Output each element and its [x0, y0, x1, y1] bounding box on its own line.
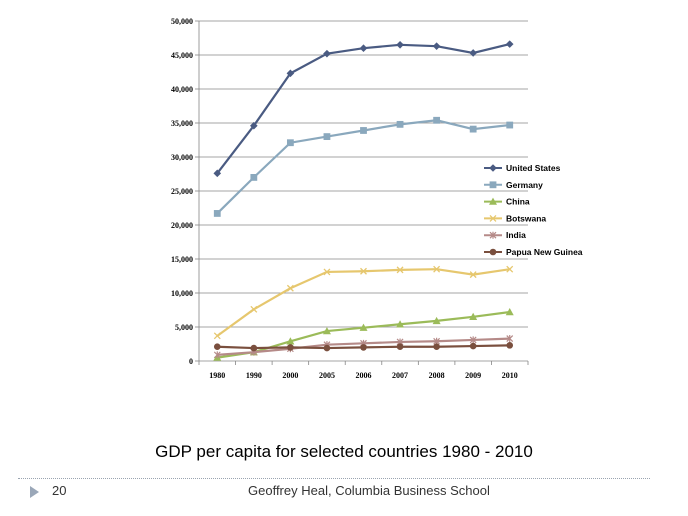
y-tick-label: 40,000 — [171, 85, 193, 94]
y-tick-label: 45,000 — [171, 51, 193, 60]
data-point — [286, 337, 295, 345]
axes — [195, 20, 529, 365]
triangle-bullet-icon — [30, 486, 39, 498]
chart-caption: GDP per capita for selected countries 19… — [155, 442, 533, 461]
footer-divider — [18, 478, 650, 479]
legend-label: China — [506, 197, 530, 207]
legend-label: India — [506, 230, 526, 240]
data-point — [469, 336, 477, 344]
y-tick-label: 5,000 — [175, 323, 193, 332]
legend-marker — [489, 231, 497, 239]
x-tick-label: 2007 — [392, 371, 408, 380]
data-point — [359, 323, 368, 331]
legend: United States Germany China Botswana India Pa… — [484, 163, 583, 257]
x-tick-label: 1990 — [246, 371, 262, 380]
data-point — [506, 121, 514, 129]
data-point — [360, 127, 367, 134]
x-tick-label: 2005 — [319, 371, 335, 380]
y-tick-label: 30,000 — [171, 153, 193, 162]
y-tick-label: 25,000 — [171, 187, 193, 196]
slide-number: 20 — [52, 483, 67, 498]
y-tick-label: 35,000 — [171, 119, 193, 128]
y-tick-label: 20,000 — [171, 221, 193, 230]
x-tick-label: 2010 — [502, 371, 518, 380]
data-point — [432, 42, 441, 50]
data-point — [469, 49, 477, 57]
data-point — [213, 343, 221, 351]
data-point — [360, 267, 367, 275]
data-point — [359, 44, 368, 52]
legend-marker — [489, 214, 497, 222]
legend-label: Papua New Guinea — [506, 247, 583, 257]
data-point — [396, 320, 405, 328]
data-point — [469, 125, 477, 133]
legend-label: Botswana — [506, 213, 546, 223]
data-point — [287, 344, 294, 351]
data-point — [505, 40, 514, 48]
data-point — [433, 116, 441, 124]
x-axis-tick-labels: 1980 1990 2000 2005 2006 2007 2008 2009 2010 — [209, 371, 517, 380]
data-point — [286, 139, 294, 147]
x-tick-label: 2009 — [465, 371, 481, 380]
y-tick-label: 50,000 — [171, 17, 193, 26]
data-point — [396, 41, 404, 49]
data-point — [433, 265, 441, 273]
data-point — [323, 133, 331, 140]
data-point — [506, 265, 514, 273]
data-point — [323, 49, 331, 58]
data-point — [323, 268, 331, 276]
legend-item: Germany — [484, 180, 543, 190]
x-tick-label: 1980 — [209, 371, 225, 380]
data-point — [469, 342, 477, 350]
legend-marker — [489, 197, 497, 205]
data-point — [213, 169, 222, 178]
legend-item: Papua New Guinea — [484, 247, 583, 257]
data-point — [286, 284, 294, 292]
data-point — [322, 327, 331, 335]
legend-label: Germany — [506, 180, 543, 190]
legend-label: United States — [506, 163, 561, 173]
data-point — [396, 343, 404, 351]
data-point — [250, 344, 258, 352]
x-tick-label: 2006 — [356, 371, 372, 380]
data-point — [433, 343, 440, 351]
x-tick-label: 2000 — [282, 371, 298, 380]
data-point — [469, 271, 477, 279]
data-point — [506, 335, 514, 343]
legend-item: United States — [484, 163, 561, 173]
legend-marker — [489, 164, 497, 172]
y-axis-tick-labels: 0 5,000 10,000 15,000 20,000 25,000 30,000 35,0… — [171, 17, 193, 366]
data-point — [323, 344, 331, 352]
series-line — [216, 119, 510, 215]
legend-marker — [489, 181, 497, 189]
data-point — [506, 342, 514, 349]
data-point — [360, 344, 367, 351]
data-point — [396, 120, 404, 128]
data-point — [432, 316, 441, 325]
data-point — [469, 312, 478, 320]
series-lines — [213, 40, 514, 361]
legend-marker — [489, 248, 497, 256]
legend-item: China — [484, 197, 530, 207]
data-point — [213, 351, 221, 359]
y-tick-label: 10,000 — [171, 289, 193, 298]
data-point — [250, 121, 258, 130]
data-point — [505, 308, 514, 316]
data-point — [250, 305, 258, 313]
data-point — [396, 266, 404, 274]
y-tick-label: 15,000 — [171, 255, 193, 264]
data-point — [213, 332, 221, 340]
data-point — [250, 174, 258, 181]
series-line — [216, 43, 510, 174]
data-point — [286, 69, 295, 78]
footer-author: Geoffrey Heal, Columbia Business School — [248, 483, 490, 498]
x-tick-label: 2008 — [429, 371, 445, 380]
legend-item: Botswana — [484, 213, 546, 223]
gridlines — [199, 20, 528, 328]
data-point — [213, 210, 221, 217]
y-tick-label: 0 — [189, 357, 193, 366]
legend-item: India — [484, 230, 526, 240]
